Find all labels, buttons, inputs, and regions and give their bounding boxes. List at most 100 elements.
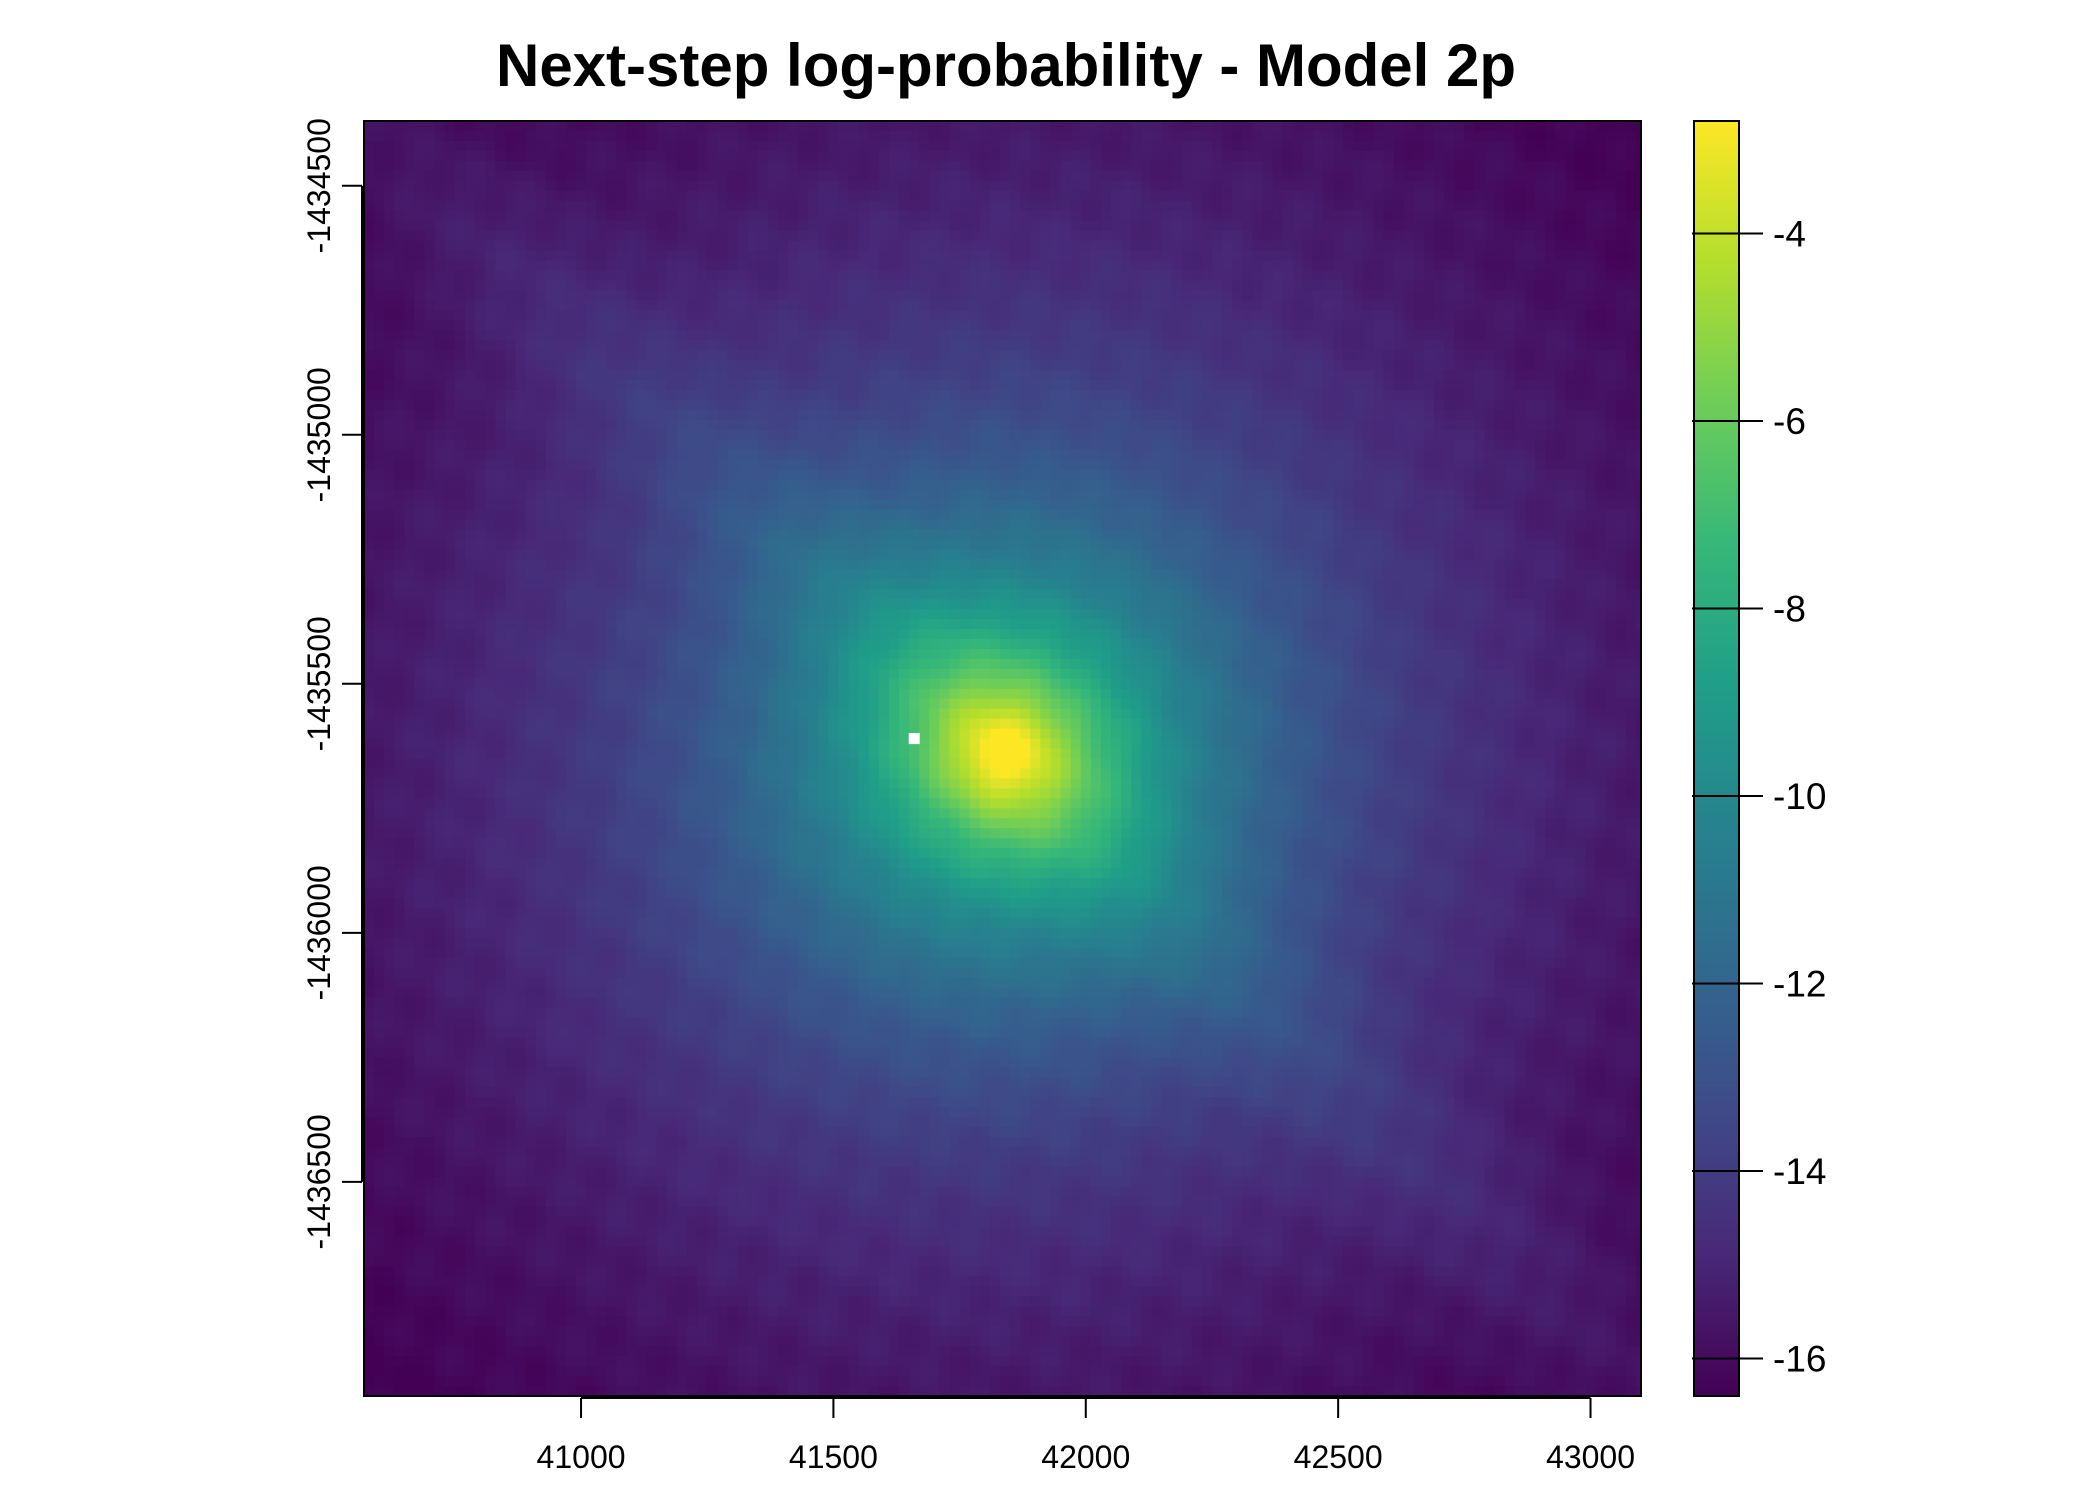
heatmap-cell [475, 1037, 486, 1048]
heatmap-cell [505, 888, 516, 899]
heatmap-cell [738, 320, 749, 331]
heatmap-cell [596, 1017, 607, 1028]
heatmap-cell [647, 1197, 658, 1208]
heatmap-cell [394, 928, 405, 939]
heatmap-cell [455, 330, 466, 341]
heatmap-cell [566, 1296, 577, 1307]
heatmap-cell [556, 380, 567, 391]
heatmap-cell [475, 1356, 486, 1367]
heatmap-cell [596, 430, 607, 441]
heatmap-cell [657, 928, 668, 939]
heatmap-cell [717, 639, 728, 650]
heatmap-cell [404, 420, 415, 431]
heatmap-cell [687, 1087, 698, 1098]
heatmap-cell [364, 908, 375, 919]
heatmap-cell [677, 460, 688, 471]
heatmap-cell [505, 121, 516, 132]
heatmap-cell [394, 131, 405, 142]
heatmap-cell [526, 300, 537, 311]
heatmap-cell [637, 609, 648, 620]
heatmap-cell [647, 529, 658, 540]
heatmap-cell [425, 1057, 436, 1068]
heatmap-cell [707, 649, 718, 660]
heatmap-cell [526, 828, 537, 839]
heatmap-cell [637, 1207, 648, 1218]
heatmap-cell [697, 1187, 708, 1198]
heatmap-cell [425, 1207, 436, 1218]
heatmap-cell [475, 529, 486, 540]
heatmap-cell [647, 1047, 658, 1058]
heatmap-cell [505, 1077, 516, 1088]
heatmap-cell [566, 1177, 577, 1188]
heatmap-cell [556, 1127, 567, 1138]
heatmap-cell [425, 838, 436, 849]
heatmap-cell [717, 739, 728, 750]
heatmap-cell [738, 858, 749, 869]
heatmap-cell [445, 1207, 456, 1218]
heatmap-cell [384, 350, 395, 361]
heatmap-cell [566, 1167, 577, 1178]
heatmap-cell [576, 788, 587, 799]
heatmap-cell [384, 1227, 395, 1238]
heatmap-cell [485, 231, 496, 242]
heatmap-cell [647, 1366, 658, 1377]
heatmap-cell [505, 171, 516, 182]
heatmap-cell [475, 380, 486, 391]
heatmap-cell [707, 838, 718, 849]
heatmap-cell [606, 1197, 617, 1208]
heatmap-cell [596, 818, 607, 829]
heatmap-cell [475, 1217, 486, 1228]
heatmap-cell [616, 759, 627, 770]
heatmap-cell [738, 1087, 749, 1098]
heatmap-cell [748, 918, 759, 929]
heatmap-cell [637, 1267, 648, 1278]
heatmap-cell [404, 250, 415, 261]
heatmap-cell [495, 918, 506, 929]
heatmap-cell [637, 978, 648, 989]
heatmap-cell [505, 928, 516, 939]
heatmap-cell [495, 1217, 506, 1228]
heatmap-cell [677, 270, 688, 281]
heatmap-cell [637, 1356, 648, 1367]
heatmap-cell [576, 460, 587, 471]
heatmap-cell [606, 1366, 617, 1377]
heatmap-cell [536, 958, 547, 969]
heatmap-cell [485, 1157, 496, 1168]
heatmap-cell [485, 669, 496, 680]
heatmap-cell [526, 1237, 537, 1248]
heatmap-cell [616, 450, 627, 461]
heatmap-cell [374, 579, 385, 590]
heatmap-cell [394, 320, 405, 331]
heatmap-cell [384, 340, 395, 351]
heatmap-cell [606, 808, 617, 819]
heatmap-cell [556, 828, 567, 839]
heatmap-cell [667, 1167, 678, 1178]
heatmap-cell [556, 1286, 567, 1297]
heatmap-cell [566, 838, 577, 849]
heatmap-cell [717, 1227, 728, 1238]
heatmap-cell [526, 470, 537, 481]
heatmap-cell [445, 1117, 456, 1128]
heatmap-cell [697, 1257, 708, 1268]
heatmap-cell [374, 918, 385, 929]
heatmap-cell [394, 460, 405, 471]
heatmap-cell [727, 1067, 738, 1078]
heatmap-cell [455, 1356, 466, 1367]
heatmap-cell [677, 1257, 688, 1268]
heatmap-cell [364, 918, 375, 929]
heatmap-cell [364, 450, 375, 461]
heatmap-cell [455, 619, 466, 630]
heatmap-cell [475, 938, 486, 949]
heatmap-cell [374, 669, 385, 680]
heatmap-cell [687, 1267, 698, 1278]
heatmap-cell [727, 858, 738, 869]
heatmap-cell [465, 260, 476, 271]
heatmap-cell [616, 280, 627, 291]
heatmap-cell [606, 1097, 617, 1108]
heatmap-cell [697, 1008, 708, 1019]
heatmap-cell [425, 270, 436, 281]
heatmap-cell [657, 1346, 668, 1357]
heatmap-cell [657, 808, 668, 819]
heatmap-cell [657, 569, 668, 580]
heatmap-cell [384, 579, 395, 590]
